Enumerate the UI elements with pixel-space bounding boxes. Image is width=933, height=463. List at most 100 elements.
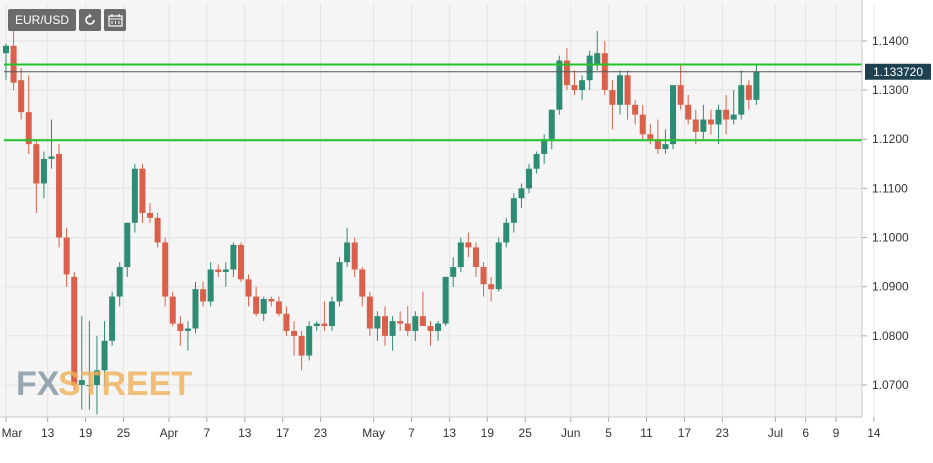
time-tick-label: 13 — [238, 426, 252, 440]
candle-body-up — [124, 222, 131, 268]
candle-body-up — [260, 299, 267, 314]
time-tick-label: 25 — [519, 426, 533, 440]
candle-body-down — [147, 212, 154, 218]
candle-body-up — [753, 71, 760, 100]
candle-body-down — [745, 85, 752, 100]
calendar-icon — [107, 13, 123, 27]
candle-body-down — [685, 104, 692, 120]
candle-body-down — [654, 139, 661, 150]
candle-body-up — [662, 144, 669, 150]
calendar-button[interactable] — [104, 9, 127, 31]
price-tick-label: 1.1300 — [872, 83, 909, 97]
candle-body-up — [40, 158, 47, 184]
candle-body-down — [571, 85, 578, 91]
candle-body-down — [609, 90, 616, 105]
candle-body-up — [450, 267, 457, 277]
candle-body-up — [101, 340, 108, 371]
price-tick-label: 1.0900 — [872, 280, 909, 294]
time-tick-label: 23 — [314, 426, 328, 440]
time-tick-label: 17 — [678, 426, 692, 440]
price-tick-label: 1.1100 — [872, 181, 908, 195]
time-tick-label: 17 — [276, 426, 290, 440]
candle-body-up — [389, 321, 396, 336]
candle-body-up — [435, 323, 442, 331]
candle-body-down — [253, 296, 260, 314]
candle-body-up — [518, 188, 525, 199]
candle-body-up — [306, 326, 313, 356]
candle-body-down — [480, 267, 487, 285]
candle-body-down — [200, 289, 207, 302]
candle-body-up — [412, 316, 419, 331]
time-tick-label: 23 — [716, 426, 730, 440]
candle-body-down — [154, 217, 161, 243]
time-tick-label: 5 — [605, 426, 612, 440]
candle-body-up — [457, 242, 464, 268]
candle-body-down — [382, 316, 388, 336]
candle-body-up — [344, 242, 351, 263]
candle-body-up — [184, 328, 191, 331]
price-axis-background — [862, 0, 933, 417]
candle-body-up — [131, 168, 138, 223]
price-tick-label: 1.0700 — [872, 378, 909, 392]
chart-toolbar: EUR/USD — [8, 9, 127, 31]
candle-body-up — [313, 323, 320, 327]
candle-body-down — [692, 119, 699, 132]
candle-body-up — [730, 114, 737, 120]
candle-body-up — [495, 242, 502, 290]
time-tick-label: 25 — [117, 426, 131, 440]
candle-body-down — [162, 242, 169, 297]
time-tick-label: 7 — [408, 426, 415, 440]
candle-body-down — [33, 144, 40, 184]
time-tick-label: 11 — [640, 426, 653, 440]
candle-body-down — [351, 242, 358, 270]
candle-body-up — [586, 55, 593, 81]
candle-body-up — [541, 139, 548, 154]
candle-body-up — [616, 75, 623, 105]
candle-body-down — [169, 296, 176, 324]
candle-body-down — [215, 269, 222, 272]
candle-body-down — [488, 284, 495, 290]
time-tick-label: Mar — [2, 426, 23, 440]
candle-body-up — [503, 222, 510, 243]
time-tick-label: 19 — [481, 426, 495, 440]
time-tick-label: 19 — [79, 426, 93, 440]
candle-body-down — [639, 114, 646, 135]
support-resistance-levels — [4, 63, 862, 142]
candle-body-down — [71, 276, 78, 386]
candle-body-up — [78, 380, 85, 386]
candle-body-down — [56, 153, 63, 238]
time-tick-label: 13 — [443, 426, 457, 440]
candle-body-up — [336, 262, 343, 302]
time-tick-label: Jun — [561, 426, 580, 440]
candle-body-up — [510, 198, 517, 223]
candle-body-up — [738, 85, 745, 115]
price-tick-label: 1.0800 — [872, 329, 909, 343]
watermark-fx: FX — [16, 365, 60, 403]
candle-body-down — [283, 313, 290, 331]
candle-body-up — [670, 85, 677, 145]
time-tick-label: 14 — [867, 426, 881, 440]
candle-body-down — [419, 316, 426, 327]
candle-body-down — [397, 321, 404, 324]
refresh-icon — [85, 13, 95, 25]
candle-body-up — [700, 119, 707, 132]
candle-body-down — [18, 80, 25, 113]
symbol-selector[interactable]: EUR/USD — [8, 9, 77, 31]
time-tick-label: Jul — [768, 426, 783, 440]
candle-body-up — [526, 168, 533, 189]
candle-body-down — [632, 104, 639, 115]
time-tick-label: Apr — [160, 426, 179, 440]
candle-body-down — [245, 279, 252, 297]
candle-body-up — [556, 60, 563, 110]
refresh-button[interactable] — [79, 9, 102, 31]
watermark-street: STREET — [58, 365, 192, 403]
candles — [3, 31, 760, 415]
candle-body-up — [230, 244, 237, 270]
candle-body-down — [177, 323, 184, 331]
candle-body-down — [321, 323, 328, 327]
price-tick-label: 1.1200 — [872, 132, 909, 146]
candle-body-up — [222, 269, 229, 272]
candle-body-down — [472, 247, 479, 268]
candle-body-up — [579, 80, 586, 91]
candle-body-up — [442, 276, 449, 324]
